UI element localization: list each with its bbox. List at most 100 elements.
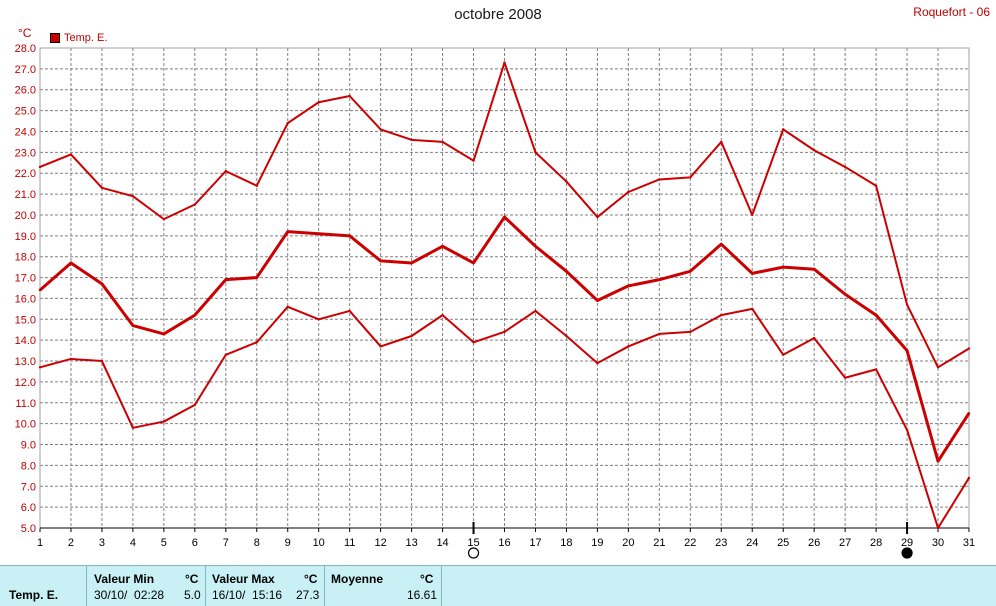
data-point-min xyxy=(534,309,537,313)
y-tick-label: 27.0 xyxy=(15,64,36,76)
max-value: 27.3 xyxy=(296,588,320,602)
data-point-max xyxy=(720,140,723,144)
data-point-mean xyxy=(224,278,227,281)
x-tick-label: 27 xyxy=(839,537,851,549)
data-point-min xyxy=(503,330,506,334)
y-tick-label: 21.0 xyxy=(15,189,36,201)
data-point-max xyxy=(812,149,816,152)
legend: Temp. E. xyxy=(50,32,107,44)
x-tick-label: 14 xyxy=(436,537,448,549)
data-point-min xyxy=(69,357,73,361)
data-point-max xyxy=(534,151,537,154)
data-point-max xyxy=(348,94,351,98)
x-tick-label: 17 xyxy=(529,537,541,549)
data-point-max xyxy=(38,165,42,169)
y-tick-label: 8.0 xyxy=(21,460,36,472)
data-point-max xyxy=(441,140,444,144)
data-point-max xyxy=(379,128,382,131)
temperature-chart: 5.0 6.0 7.0 8.0 9.0 10.0 11.0 12.0 13.0 14.0 15.0 1… xyxy=(15,43,975,559)
y-tick-label: 25.0 xyxy=(15,106,36,118)
y-tick-label: 16.0 xyxy=(15,293,36,305)
x-tick-label: 28 xyxy=(870,537,882,549)
x-tick-label: 20 xyxy=(622,537,634,549)
data-point-mean xyxy=(720,242,723,246)
x-tick-label: 13 xyxy=(405,537,417,549)
data-point-mean xyxy=(193,313,197,317)
data-point-min xyxy=(751,307,754,311)
data-point-max xyxy=(472,159,475,162)
x-tick-label: 3 xyxy=(99,537,105,549)
data-point-mean xyxy=(131,324,135,327)
x-tick-label: 24 xyxy=(746,537,758,549)
data-point-min xyxy=(441,313,444,317)
x-tick-label: 29 xyxy=(901,537,913,549)
x-tick-label: 31 xyxy=(963,537,975,549)
data-point-max xyxy=(410,138,413,142)
data-point-max xyxy=(503,61,506,64)
data-point-max xyxy=(905,303,909,306)
data-point-max xyxy=(967,347,971,350)
data-point-max xyxy=(751,213,754,217)
x-tick-label: 21 xyxy=(653,537,665,549)
y-tick-label: 12.0 xyxy=(15,377,36,389)
x-tick-label: 6 xyxy=(192,537,198,549)
data-point-min xyxy=(967,476,971,480)
footer-series-label: Temp. E. xyxy=(9,588,59,602)
y-axis-unit: °C xyxy=(18,26,32,40)
data-point-mean xyxy=(410,261,413,265)
x-tick-label: 15 xyxy=(467,537,479,549)
data-point-max xyxy=(689,176,692,179)
y-tick-label: 26.0 xyxy=(15,85,36,97)
data-point-mean xyxy=(627,284,630,288)
data-point-min xyxy=(874,368,878,371)
data-point-max xyxy=(255,184,258,187)
y-tick-label: 7.0 xyxy=(21,481,36,493)
y-tick-label: 10.0 xyxy=(15,419,36,431)
stats-footer: Temp. E. Valeur Min °C 30/10/ 02:28 5.0 … xyxy=(0,565,996,606)
data-point-max xyxy=(874,184,878,187)
min-unit: °C xyxy=(185,572,199,586)
y-tick-label: 5.0 xyxy=(21,523,36,535)
data-point-min xyxy=(627,345,630,348)
y-tick-label: 15.0 xyxy=(15,314,36,326)
data-point-min xyxy=(689,330,692,334)
y-tick-label: 18.0 xyxy=(15,252,36,264)
data-point-mean xyxy=(317,232,320,235)
data-point-min xyxy=(720,313,723,317)
data-point-min xyxy=(379,345,382,348)
y-tick-label: 11.0 xyxy=(15,398,36,410)
data-point-max xyxy=(936,366,940,369)
data-point-mean xyxy=(379,259,382,263)
min-value: 5.0 xyxy=(184,588,201,602)
data-point-min xyxy=(410,334,413,338)
data-point-mean xyxy=(162,332,166,336)
data-point-max xyxy=(286,121,289,125)
data-point-max xyxy=(224,169,227,173)
data-point-min xyxy=(131,426,135,430)
data-point-min xyxy=(255,341,258,344)
data-point-mean xyxy=(936,460,940,463)
data-point-min xyxy=(162,420,166,423)
data-point-min xyxy=(38,366,42,369)
x-tick-label: 26 xyxy=(808,537,820,549)
y-tick-label: 23.0 xyxy=(15,147,36,159)
x-tick-label: 12 xyxy=(375,537,387,549)
data-point-max xyxy=(565,180,568,183)
data-point-mean xyxy=(782,265,785,269)
mean-unit: °C xyxy=(420,572,434,586)
x-tick-label: 7 xyxy=(223,537,229,549)
legend-swatch xyxy=(50,33,60,43)
mean-value: 16.61 xyxy=(407,588,438,602)
data-point-min xyxy=(472,341,475,344)
x-tick-label: 9 xyxy=(285,537,291,549)
y-tick-label: 17.0 xyxy=(15,273,36,285)
data-point-mean xyxy=(286,230,289,233)
data-point-mean xyxy=(69,261,73,265)
data-point-max xyxy=(658,178,661,181)
x-tick-label: 18 xyxy=(560,537,572,549)
data-point-min xyxy=(843,376,847,379)
data-point-min xyxy=(317,318,320,321)
mean-label: Moyenne xyxy=(331,572,384,586)
y-tick-label: 24.0 xyxy=(15,126,36,138)
data-point-min xyxy=(596,361,599,365)
